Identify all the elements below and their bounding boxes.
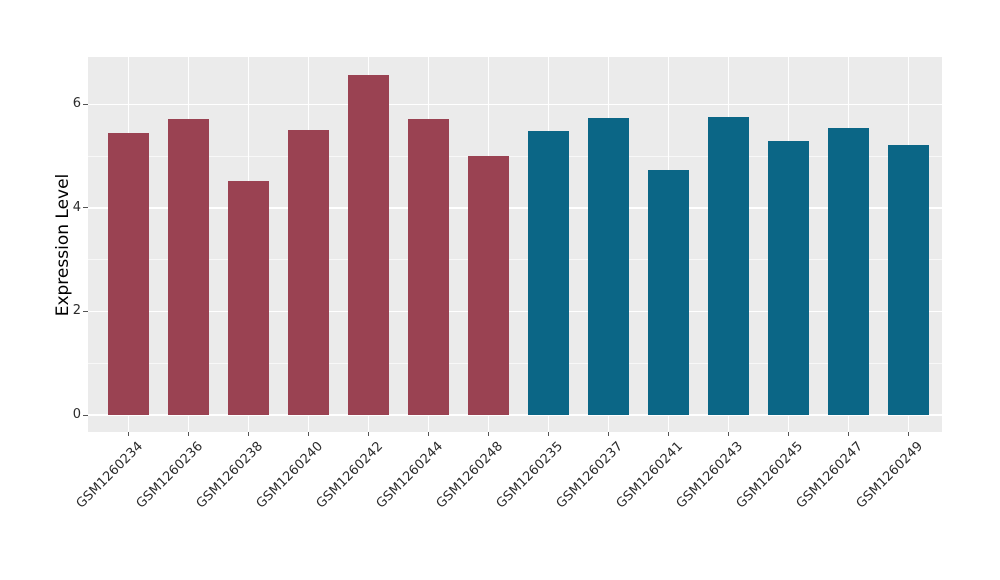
- x-tick-mark: [608, 432, 610, 436]
- bar-GSM1260245: [767, 141, 810, 415]
- y-tick-mark: [83, 207, 88, 209]
- bar-GSM1260241: [647, 169, 690, 415]
- major-gridline: [88, 207, 942, 209]
- y-tick-mark: [83, 310, 88, 312]
- y-tick-mark: [83, 103, 88, 105]
- y-tick-label: 6: [72, 96, 81, 112]
- x-tick-mark: [488, 432, 490, 436]
- bar-GSM1260234: [107, 133, 150, 415]
- bar-GSM1260243: [707, 116, 750, 415]
- bar-GSM1260237: [587, 118, 630, 415]
- bar-GSM1260238: [227, 181, 270, 415]
- bar-GSM1260236: [167, 118, 210, 415]
- bar-GSM1260244: [407, 118, 450, 415]
- bar-GSM1260242: [347, 75, 390, 415]
- bar-GSM1260248: [467, 155, 510, 415]
- minor-gridline: [88, 362, 942, 364]
- x-tick-mark: [548, 432, 550, 436]
- x-tick-mark: [428, 432, 430, 436]
- x-tick-mark: [668, 432, 670, 436]
- bar-GSM1260247: [827, 127, 870, 415]
- x-tick-mark: [308, 432, 310, 436]
- y-tick-mark: [83, 414, 88, 416]
- x-tick-mark: [188, 432, 190, 436]
- major-gridline: [88, 414, 942, 416]
- y-tick-label: 4: [72, 199, 81, 215]
- major-gridline: [88, 103, 942, 106]
- plot-area: [88, 57, 942, 432]
- y-tick-label: 0: [72, 407, 81, 422]
- bar-GSM1260240: [287, 129, 330, 415]
- minor-gridline: [88, 259, 942, 261]
- x-tick-mark: [788, 432, 790, 436]
- x-tick-mark: [848, 432, 850, 436]
- minor-gridline: [88, 155, 942, 157]
- x-tick-mark: [128, 432, 130, 436]
- y-axis-title: Expression Level: [53, 173, 73, 316]
- x-tick-mark: [728, 432, 730, 436]
- bar-GSM1260235: [527, 131, 570, 415]
- major-gridline: [88, 310, 942, 313]
- x-tick-mark: [368, 432, 370, 436]
- y-tick-label: 2: [72, 303, 81, 319]
- bar-GSM1260249: [887, 145, 930, 415]
- x-tick-mark: [248, 432, 250, 436]
- x-tick-mark: [908, 432, 910, 436]
